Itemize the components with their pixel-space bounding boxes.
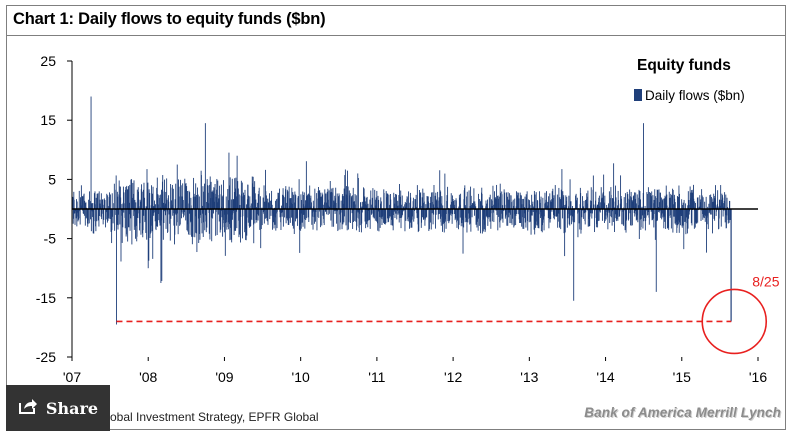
y-tick-label: 5 (48, 171, 56, 187)
legend-swatch (634, 89, 642, 101)
annotation-label: 8/25 (752, 273, 779, 289)
x-tick-label: '07 (63, 369, 81, 385)
brand-logo-text: Bank of America Merrill Lynch (584, 405, 781, 420)
legend: Equity funds Daily flows ($bn) (634, 57, 745, 103)
axes-group: 25 15 5 -5 -15 -25 '07 '08 '09 '10 '11 '12 '13 '14 '15… (36, 53, 768, 385)
legend-label: Daily flows ($bn) (645, 88, 745, 103)
x-tick-label: '08 (139, 369, 157, 385)
legend-title: Equity funds (637, 57, 731, 74)
share-button[interactable]: Share (6, 385, 110, 431)
share-icon (18, 397, 38, 419)
x-tick-label: '16 (749, 369, 767, 385)
x-tick-label: '11 (368, 369, 385, 385)
annotation-circle (701, 288, 768, 355)
x-tick-label: '10 (292, 369, 310, 385)
annotation-group: 8/25 (116, 273, 780, 355)
share-label: Share (45, 398, 99, 418)
y-tick-label: -15 (36, 290, 56, 306)
y-tick-label: -5 (44, 231, 57, 247)
x-tick-label: '14 (596, 369, 614, 385)
x-tick-label: '15 (673, 369, 691, 385)
x-tick-label: '13 (520, 369, 538, 385)
source-note: obal Investment Strategy, EPFR Global (110, 410, 319, 424)
bars-group (71, 96, 732, 325)
y-tick-label: 15 (40, 112, 56, 128)
x-tick-label: '09 (215, 369, 233, 385)
y-tick-label: -25 (36, 349, 56, 365)
title-bar: Chart 1: Daily flows to equity funds ($b… (7, 6, 785, 36)
x-tick-label: '12 (444, 369, 462, 385)
y-tick-label: 25 (40, 53, 56, 69)
chart-title: Chart 1: Daily flows to equity funds ($b… (13, 10, 326, 28)
